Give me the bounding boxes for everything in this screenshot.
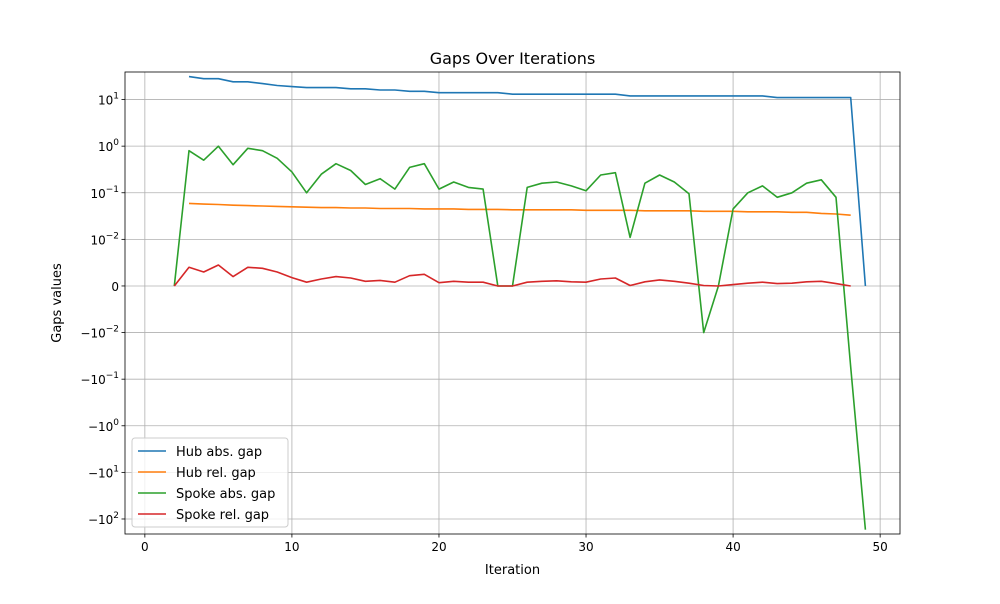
y-tick-label: 101 <box>98 92 119 108</box>
x-tick-label: 50 <box>873 540 888 554</box>
x-tick-label: 40 <box>725 540 740 554</box>
series-line <box>173 145 867 530</box>
legend: Hub abs. gap Hub rel. gap Spoke abs. gap Sp… <box>131 437 289 528</box>
y-tick-label: −102 <box>88 511 119 527</box>
y-tick-label: −10−1 <box>80 371 119 387</box>
y-tick-label: −100 <box>88 418 119 434</box>
series-line <box>173 264 851 287</box>
x-tick-label: 20 <box>431 540 446 554</box>
x-tick-label: 30 <box>578 540 593 554</box>
y-tick-label: 100 <box>98 138 119 154</box>
y-tick-label: 0 <box>111 280 119 294</box>
series-line <box>188 202 851 216</box>
legend-box <box>131 437 289 528</box>
y-tick-label: −10−2 <box>80 325 119 341</box>
x-axis-label: Iteration <box>485 563 540 578</box>
x-tick-label: 0 <box>141 540 149 554</box>
chart-title: Gaps Over Iterations <box>430 49 596 68</box>
y-tick-label: 10−2 <box>90 231 119 247</box>
y-tick-label: 10−1 <box>90 185 119 201</box>
series-layer <box>173 75 867 530</box>
series-line <box>188 75 867 287</box>
y-tick-label: −101 <box>88 464 119 480</box>
tick-layer: 0 10 20 30 40 50 101 100 10−1 10−2 0 −10−2 −10−1 −100… <box>80 92 887 554</box>
legend-label: Spoke rel. gap <box>176 508 269 523</box>
x-tick-label: 10 <box>284 540 299 554</box>
y-axis-label: Gaps values <box>50 263 65 343</box>
legend-label: Spoke abs. gap <box>176 487 275 502</box>
legend-label: Hub abs. gap <box>176 445 262 460</box>
legend-label: Hub rel. gap <box>176 466 256 481</box>
plot-frame <box>124 71 901 535</box>
